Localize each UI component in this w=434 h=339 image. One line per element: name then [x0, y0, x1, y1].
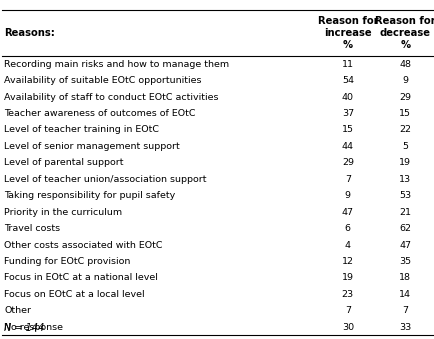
Text: 62: 62	[399, 224, 411, 233]
Text: 35: 35	[399, 257, 411, 266]
Text: Priority in the curriculum: Priority in the curriculum	[4, 207, 122, 217]
Text: 23: 23	[342, 290, 354, 299]
Text: 48: 48	[399, 60, 411, 69]
Text: Funding for EOtC provision: Funding for EOtC provision	[4, 257, 131, 266]
Text: 44: 44	[342, 142, 354, 151]
Text: 47: 47	[342, 207, 354, 217]
Text: Other costs associated with EOtC: Other costs associated with EOtC	[4, 240, 163, 250]
Text: Travel costs: Travel costs	[4, 224, 60, 233]
Text: Level of parental support: Level of parental support	[4, 158, 124, 167]
Text: 40: 40	[342, 93, 354, 102]
Text: Other: Other	[4, 306, 31, 315]
Text: Taking responsibility for pupil safety: Taking responsibility for pupil safety	[4, 191, 176, 200]
Text: 21: 21	[399, 207, 411, 217]
Text: Availability of staff to conduct EOtC activities: Availability of staff to conduct EOtC ac…	[4, 93, 219, 102]
Text: 47: 47	[399, 240, 411, 250]
Text: Reason for
increase
%: Reason for increase %	[318, 17, 378, 49]
Text: 7: 7	[402, 306, 408, 315]
Text: 29: 29	[342, 158, 354, 167]
Text: Level of senior management support: Level of senior management support	[4, 142, 180, 151]
Text: Level of teacher union/association support: Level of teacher union/association suppo…	[4, 175, 207, 184]
Text: 4: 4	[345, 240, 351, 250]
Text: 15: 15	[342, 125, 354, 135]
Text: 19: 19	[342, 273, 354, 282]
Text: 22: 22	[399, 125, 411, 135]
Text: Reason for
decrease
%: Reason for decrease %	[375, 17, 434, 49]
Text: Focus on EOtC at a local level: Focus on EOtC at a local level	[4, 290, 145, 299]
Text: Recording main risks and how to manage them: Recording main risks and how to manage t…	[4, 60, 230, 69]
Text: 12: 12	[342, 257, 354, 266]
Text: Focus in EOtC at a national level: Focus in EOtC at a national level	[4, 273, 158, 282]
Text: 19: 19	[399, 158, 411, 167]
Text: No response: No response	[4, 323, 63, 332]
Text: 11: 11	[342, 60, 354, 69]
Text: 13: 13	[399, 175, 411, 184]
Text: 14: 14	[399, 290, 411, 299]
Text: 6: 6	[345, 224, 351, 233]
Text: 9: 9	[345, 191, 351, 200]
Text: 7: 7	[345, 175, 351, 184]
Text: 5: 5	[402, 142, 408, 151]
Text: Level of teacher training in EOtC: Level of teacher training in EOtC	[4, 125, 159, 135]
Text: 37: 37	[342, 109, 354, 118]
Text: 7: 7	[345, 306, 351, 315]
Text: 53: 53	[399, 191, 411, 200]
Text: N = 144: N = 144	[4, 323, 45, 333]
Text: 30: 30	[342, 323, 354, 332]
Text: 29: 29	[399, 93, 411, 102]
Text: 15: 15	[399, 109, 411, 118]
Text: Reasons:: Reasons:	[4, 28, 55, 38]
Text: 54: 54	[342, 76, 354, 85]
Text: 9: 9	[402, 76, 408, 85]
Text: 18: 18	[399, 273, 411, 282]
Text: 33: 33	[399, 323, 411, 332]
Text: Teacher awareness of outcomes of EOtC: Teacher awareness of outcomes of EOtC	[4, 109, 196, 118]
Text: Availability of suitable EOtC opportunities: Availability of suitable EOtC opportunit…	[4, 76, 202, 85]
